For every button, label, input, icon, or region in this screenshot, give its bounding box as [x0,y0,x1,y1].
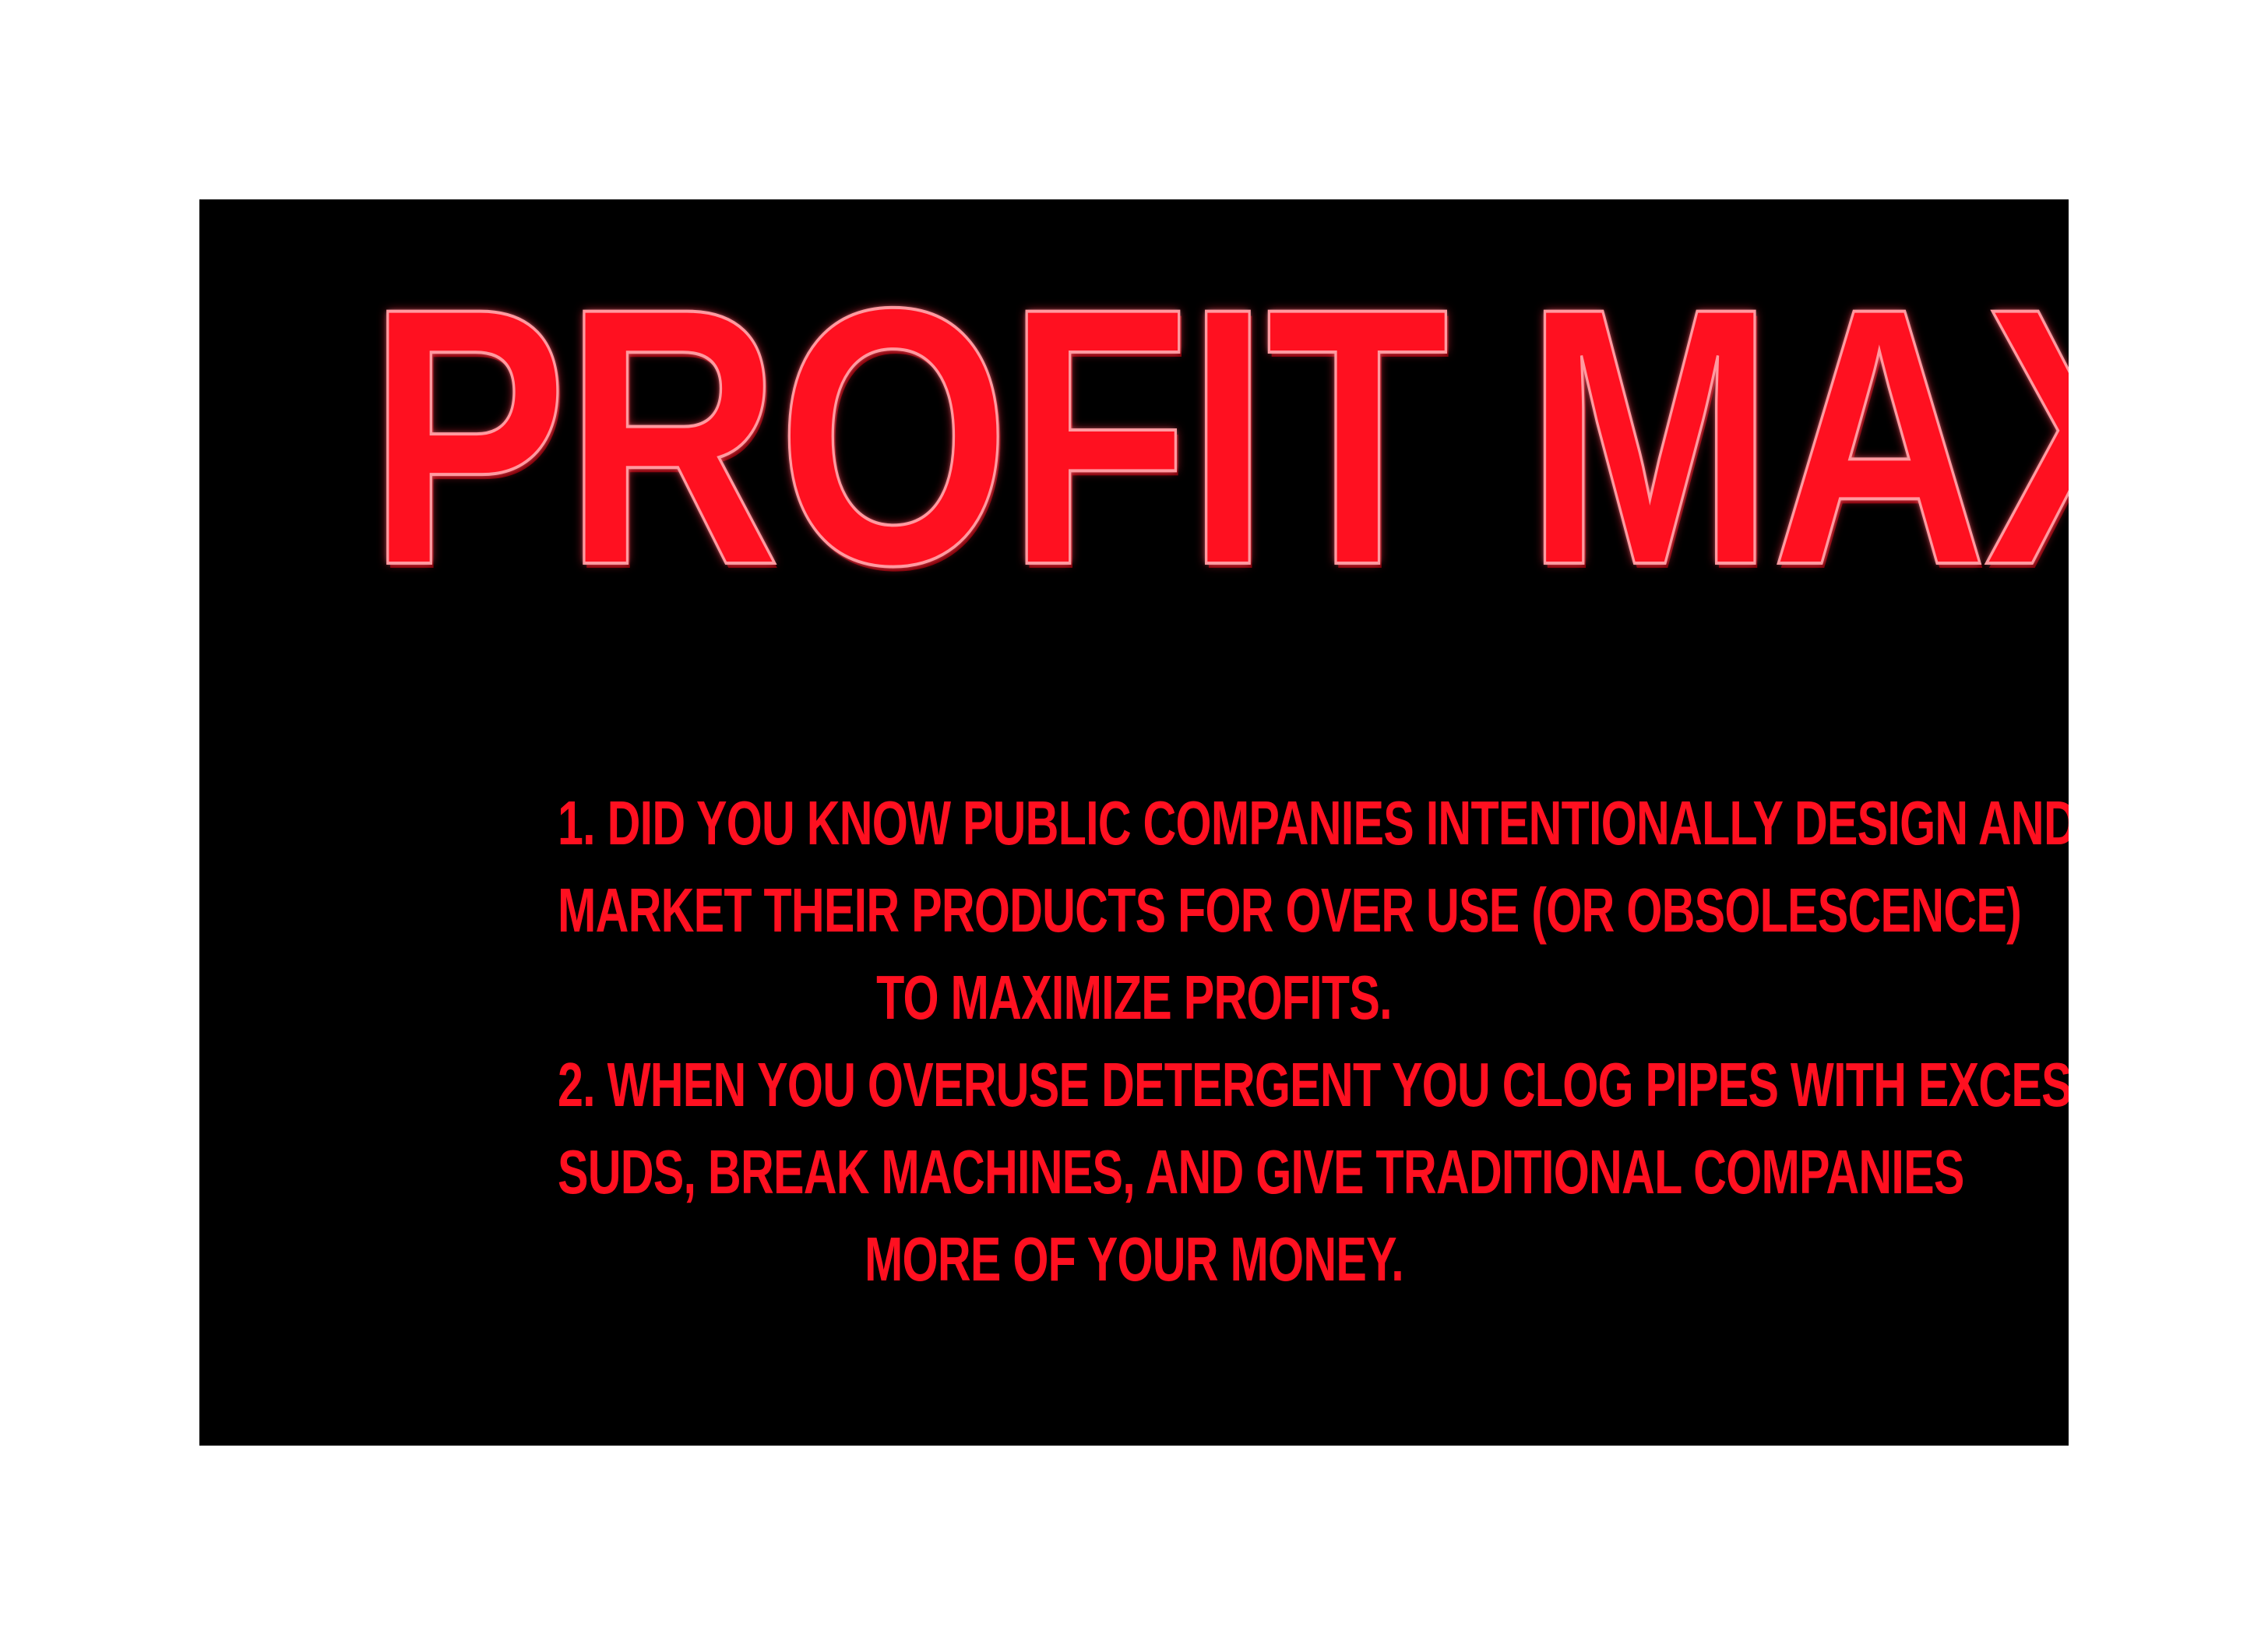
page-title: PROFIT MAX [366,232,2069,641]
list-item-line: SUDS, BREAK MACHINES, AND GIVE TRADITION… [558,1137,1964,1206]
fact-list: 1. DID YOU KNOW PUBLIC COMPANIES INTENTI… [558,780,2069,1303]
list-item-line: 2. WHEN YOU OVERUSE DETERGENT YOU CLOG P… [558,1050,2069,1119]
list-item-line: 1. DID YOU KNOW PUBLIC COMPANIES INTENTI… [558,788,2069,858]
list-item-line: MARKET THEIR PRODUCTS FOR OVER USE (OR O… [558,875,2022,945]
black-panel: PROFIT MAX 1. DID YOU KNOW PUBLIC COMPAN… [199,199,2069,1446]
list-item-line: TO MAXIMIZE PROFITS. [876,963,1392,1032]
list-item-line: MORE OF YOUR MONEY. [864,1224,1404,1294]
list-item: 1. DID YOU KNOW PUBLIC COMPANIES INTENTI… [558,780,2069,1041]
list-item: 2. WHEN YOU OVERUSE DETERGENT YOU CLOG P… [558,1041,2069,1303]
